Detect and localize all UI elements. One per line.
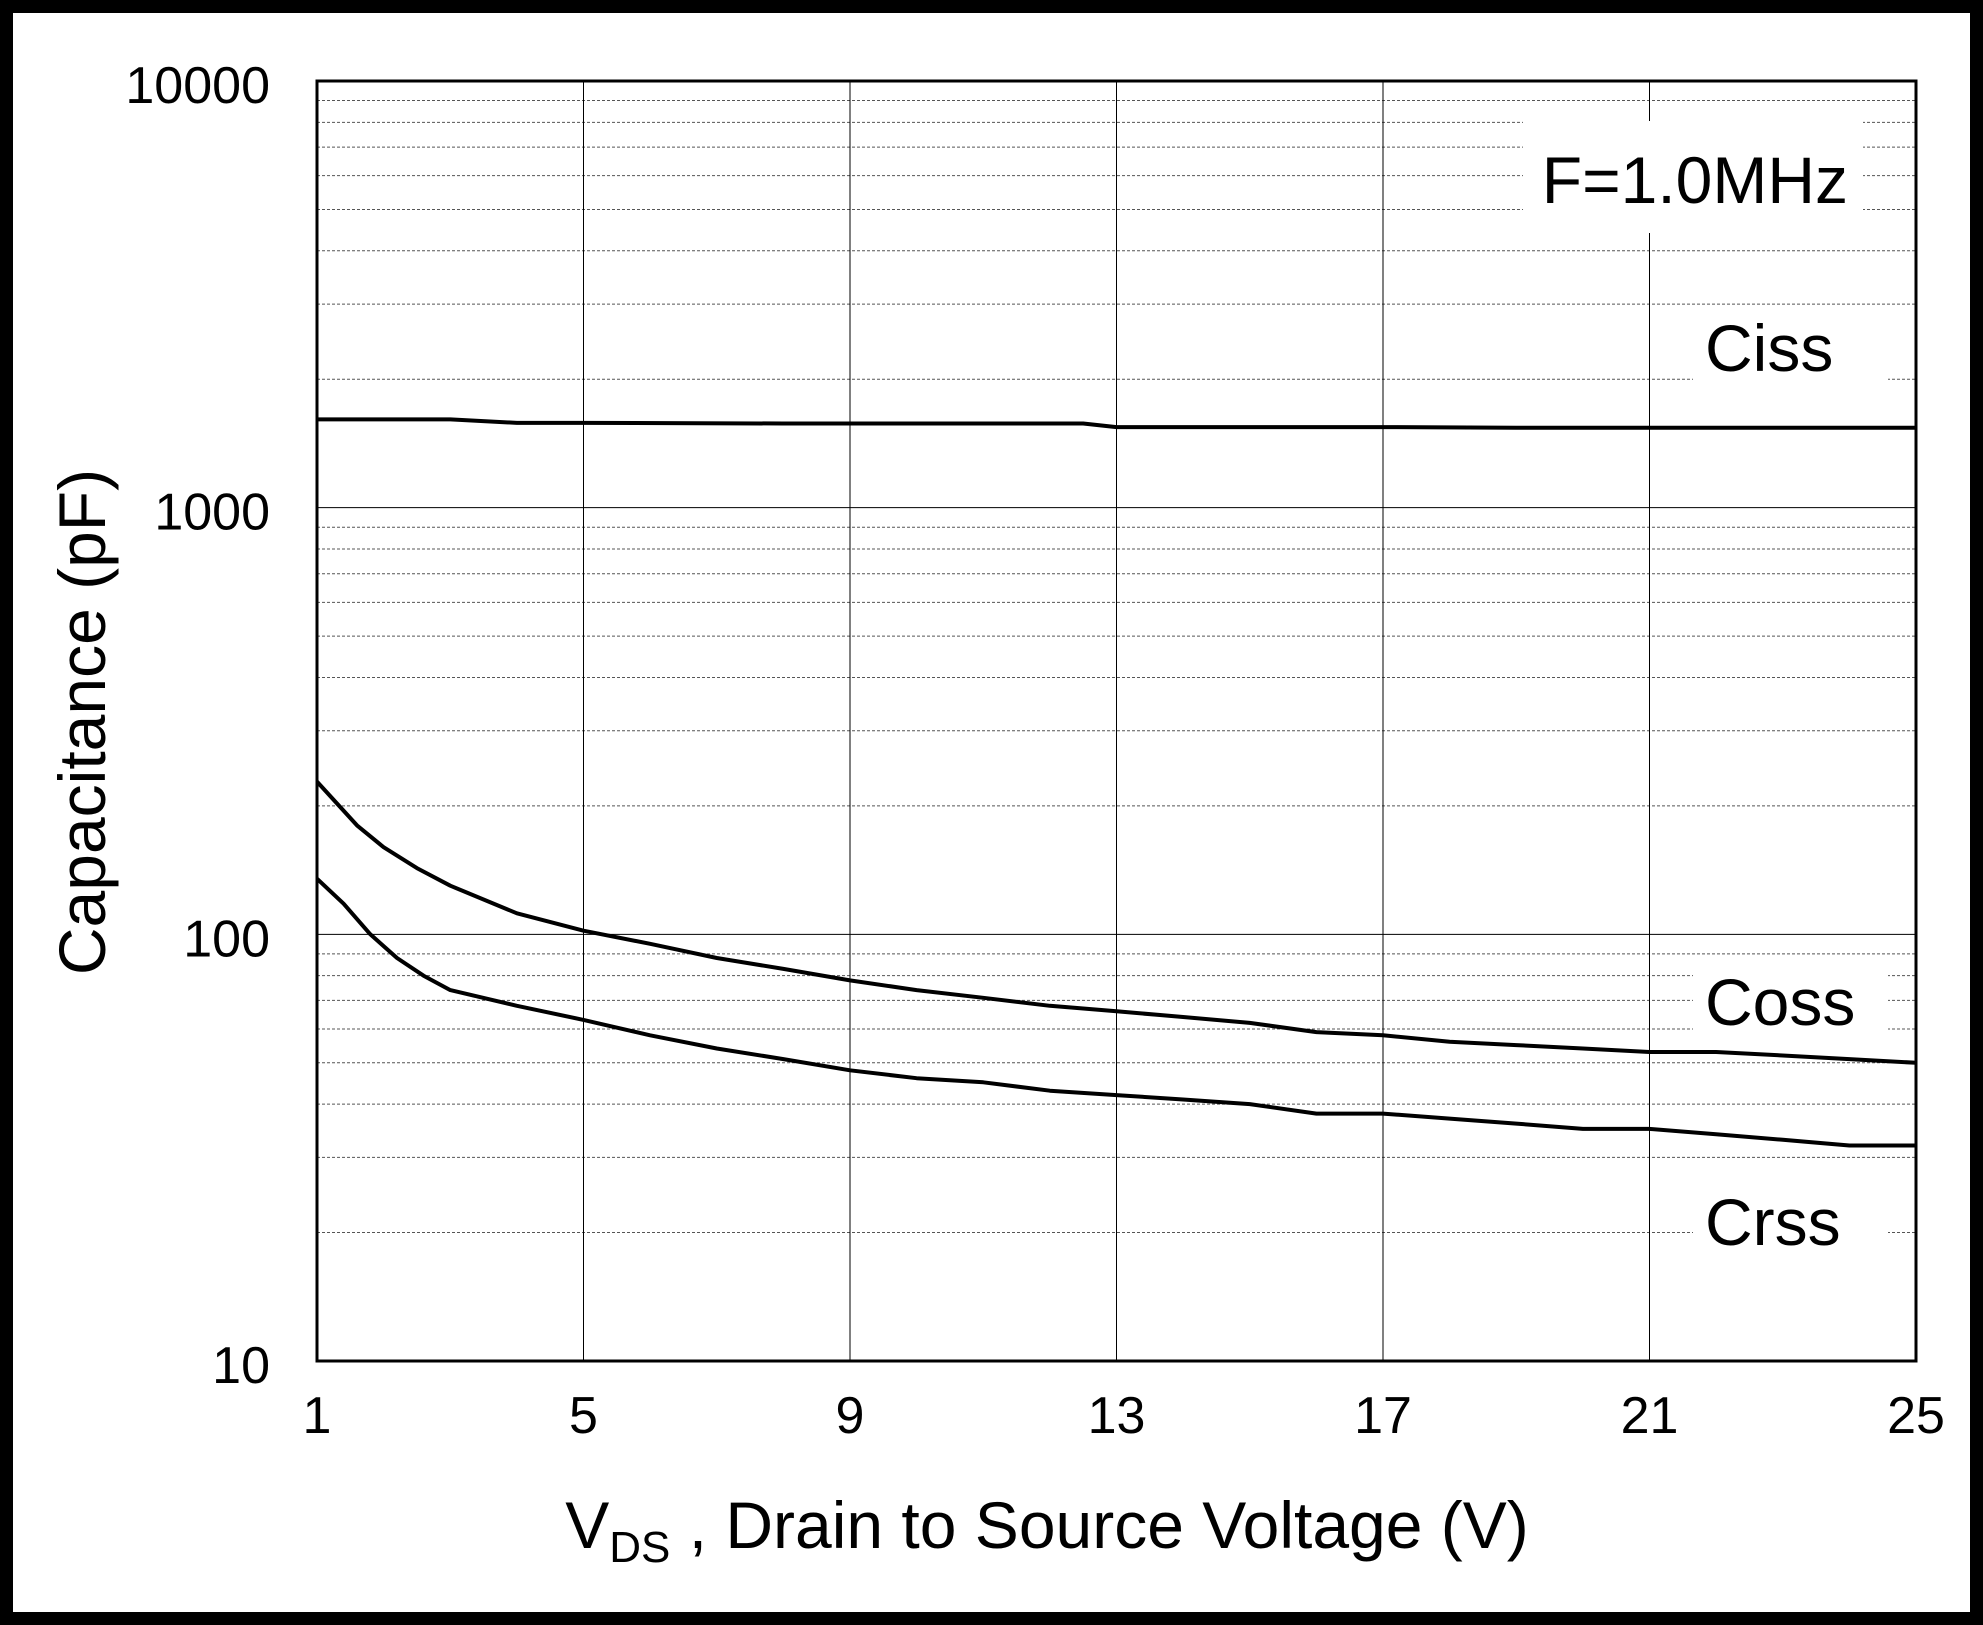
chart-frame: 10 100 1000 10000 1 5 9 13 17 21 25 Ciss Coss Crss … [13, 13, 1970, 1612]
x-axis-label: VDS , Drain to Source Voltage (V) [565, 1488, 1529, 1572]
major-gridlines [316, 80, 1917, 1362]
x-tick-label: 13 [1088, 1387, 1146, 1445]
x-tick-label: 5 [569, 1387, 598, 1445]
x-axis-label-rest: , Drain to Source Voltage (V) [670, 1488, 1528, 1562]
y-tick-label: 10 [212, 1337, 270, 1395]
series-label-background [1693, 313, 1888, 387]
series-line-crss [315, 877, 1916, 1148]
series-line-ciss [317, 417, 1916, 430]
x-tick-labels: 1 5 9 13 17 21 25 [303, 1387, 1945, 1445]
x-tick-label: 9 [836, 1387, 865, 1445]
y-axis-label: Capacitance (pF) [45, 469, 119, 975]
plot-border [315, 79, 1918, 1363]
series-label-coss: Coss [1705, 965, 1855, 1039]
y-tick-label: 1000 [154, 484, 270, 542]
x-tick-label: 17 [1354, 1387, 1412, 1445]
x-axis-label-main: V [565, 1488, 609, 1562]
y-tick-labels: 10 100 1000 10000 [125, 57, 270, 1395]
series-layer [315, 417, 1917, 1148]
annotation-background [1523, 121, 1863, 233]
series-label-background [1693, 1187, 1888, 1261]
series-label-ciss: Ciss [1705, 311, 1833, 385]
x-axis-label-subscript: DS [609, 1523, 670, 1572]
series-label-background [1693, 967, 1888, 1041]
series-label-crss: Crss [1705, 1185, 1841, 1259]
y-tick-label: 100 [183, 910, 270, 968]
series-labels: Ciss Coss Crss [1693, 311, 1888, 1261]
x-tick-label: 1 [303, 1387, 332, 1445]
series-line-coss [315, 780, 1917, 1065]
x-tick-label: 21 [1621, 1387, 1679, 1445]
y-tick-label: 10000 [125, 57, 270, 115]
x-tick-label: 25 [1887, 1387, 1945, 1445]
frequency-annotation: F=1.0MHz [1542, 143, 1848, 217]
